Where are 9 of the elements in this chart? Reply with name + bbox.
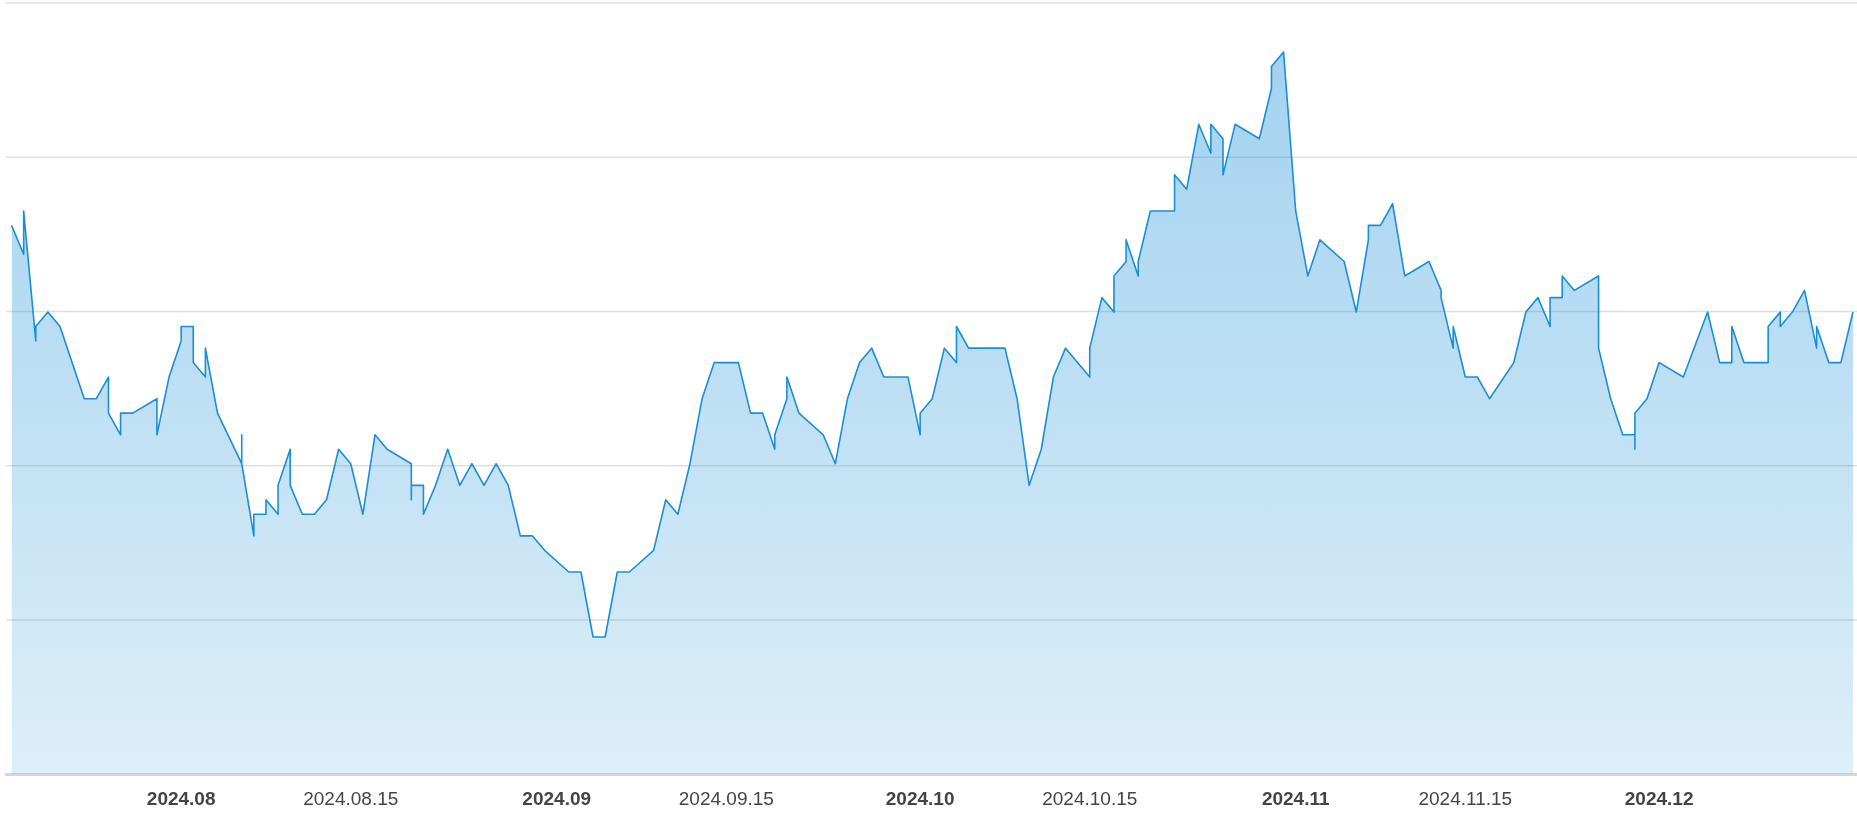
x-tick-label: 2024.09 [522,787,592,809]
x-tick-label: 2024.10 [885,787,955,809]
x-tick-label: 2024.09.15 [678,787,774,809]
x-tick-label: 2024.08.15 [303,787,399,809]
x-tick-label: 2024.11 [1261,787,1330,809]
x-tick-label: 2024.12 [1624,787,1694,809]
x-tick-label: 2024.11.15 [1418,787,1513,809]
x-tick-label: 2024.08 [146,787,216,809]
x-tick-label: 2024.10.15 [1042,787,1138,809]
